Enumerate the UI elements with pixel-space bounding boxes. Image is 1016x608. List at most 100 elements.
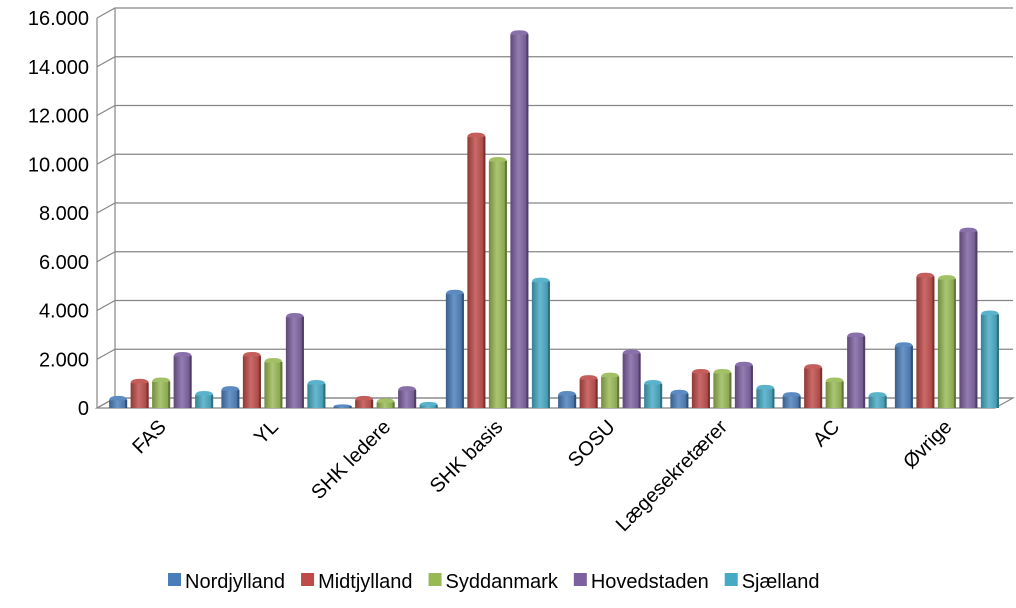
bar	[333, 404, 352, 408]
legend-label: Syddanmark	[446, 571, 559, 593]
bar-cap	[691, 369, 710, 374]
bar-edge	[729, 373, 732, 408]
legend-swatch	[428, 573, 442, 586]
bar-body	[195, 394, 214, 408]
bar-cap	[195, 390, 214, 396]
bar	[782, 392, 801, 408]
bar-body	[398, 390, 417, 408]
bar-edge	[504, 160, 507, 408]
bar	[152, 377, 171, 408]
bar-edge	[975, 231, 978, 408]
bar-body	[937, 279, 956, 408]
bar-cap	[355, 395, 374, 401]
bar-body	[734, 365, 753, 408]
x-tick-label: SOSU	[564, 416, 620, 472]
bar-edge	[526, 34, 529, 408]
bar-body	[307, 383, 326, 408]
bar-cap	[894, 342, 913, 347]
bar	[195, 390, 214, 408]
y-tick-label: 0	[78, 398, 89, 420]
bar-body	[670, 393, 689, 408]
bar-cap	[152, 377, 171, 383]
bar	[980, 310, 999, 408]
bar	[713, 369, 732, 408]
legend-item: Midtjylland	[301, 571, 413, 593]
bar-body	[601, 376, 620, 408]
bar-edge	[392, 402, 395, 408]
bar-body	[333, 406, 352, 408]
bar	[510, 30, 529, 408]
bar	[173, 351, 192, 408]
bar-body	[916, 276, 935, 408]
bar	[847, 332, 866, 408]
bar-cap	[825, 377, 844, 383]
bar	[398, 386, 417, 408]
bar-cap	[734, 361, 753, 367]
bar-edge	[211, 394, 214, 408]
bar-body	[804, 368, 823, 408]
bar-cap	[670, 389, 689, 395]
bars	[109, 30, 999, 408]
y-axis-ticks: 0 2.000 4.000 6.000 8.000 10.000 12.000 14.000 1…	[28, 8, 89, 420]
bar-edge	[617, 376, 620, 408]
legend-swatch	[168, 573, 181, 586]
bar-cap	[307, 379, 326, 385]
bar-body	[419, 404, 438, 408]
bar-edge	[258, 355, 261, 408]
bar-cap	[531, 277, 550, 283]
gridline	[96, 7, 1013, 19]
bar-cap	[980, 310, 999, 315]
bar-edge	[772, 388, 775, 408]
bar-body	[894, 346, 913, 408]
bar	[756, 384, 775, 408]
bar-edge	[638, 353, 641, 408]
bar-cap	[130, 378, 149, 384]
bar	[376, 398, 395, 408]
bar-edge	[461, 293, 464, 408]
legend: Nordjylland Midtjylland Syddanmark Hovedsta…	[168, 571, 820, 593]
legend-label: Sjælland	[742, 571, 820, 593]
bar	[734, 361, 753, 408]
bar-edge	[798, 396, 801, 408]
bar-body	[510, 34, 529, 408]
bar-edge	[301, 316, 304, 408]
bar	[488, 156, 507, 408]
bar-body	[285, 316, 304, 408]
bar-edge	[686, 393, 689, 408]
bar-cap	[264, 358, 283, 363]
bar-edge	[884, 396, 887, 408]
legend-item: Nordjylland	[168, 571, 285, 593]
bar-body	[376, 402, 395, 408]
bar-body	[221, 390, 240, 408]
bar-cap	[333, 404, 352, 407]
bar-cap	[221, 386, 240, 391]
bar	[558, 390, 577, 408]
gridline	[96, 56, 1013, 68]
bar-body	[622, 353, 641, 408]
bar-cap	[782, 392, 801, 397]
bar-edge	[125, 399, 128, 408]
bar	[242, 351, 261, 408]
bar-edge	[953, 279, 956, 408]
y-tick-label: 10.000	[28, 154, 89, 176]
bar-body	[109, 399, 128, 408]
bar-edge	[863, 336, 866, 408]
bar	[804, 364, 823, 408]
bar-edge	[146, 382, 149, 408]
bar-edge	[237, 390, 240, 408]
bar	[894, 342, 913, 408]
bar-cap	[579, 375, 598, 380]
bar-body	[644, 383, 663, 408]
bar-cap	[376, 398, 395, 403]
bar-body	[242, 355, 261, 408]
bar-edge	[414, 390, 417, 408]
legend-swatch	[724, 573, 738, 586]
bar-cap	[804, 364, 823, 369]
bar	[691, 369, 710, 408]
bar-body	[130, 382, 149, 408]
legend-label: Nordjylland	[185, 571, 285, 593]
bar-edge	[323, 383, 326, 408]
x-tick-label: FAS	[128, 416, 170, 458]
gridlines	[96, 7, 1013, 409]
bar-cap	[445, 289, 464, 295]
